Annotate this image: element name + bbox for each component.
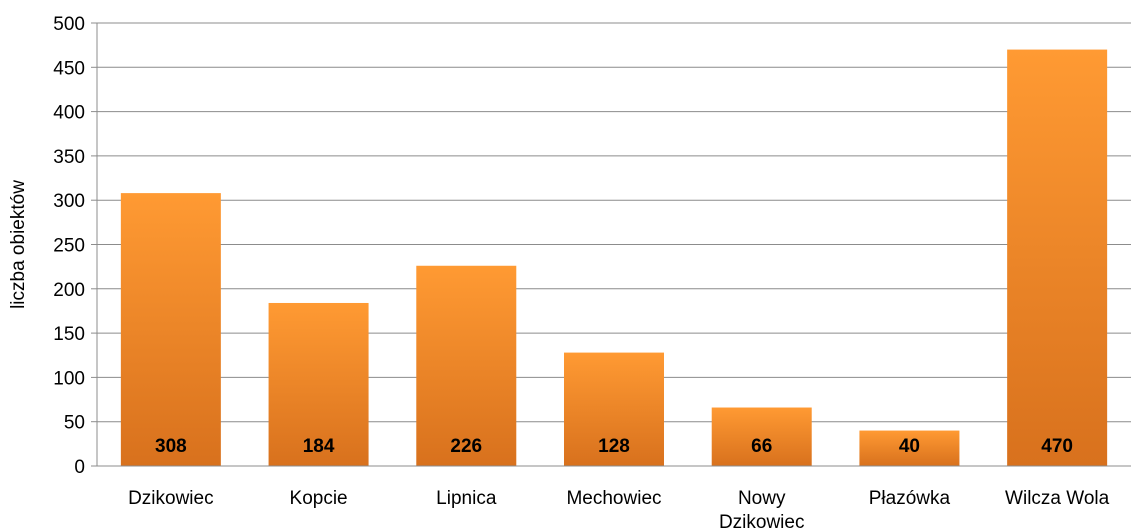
y-tick-label: 150: [53, 324, 85, 345]
x-tick-label: Dzikowiec: [128, 488, 214, 509]
bar: [268, 302, 369, 466]
y-tick-label: 350: [53, 147, 85, 168]
data-label: 308: [155, 436, 187, 457]
data-label: 66: [751, 436, 772, 457]
y-axis-title: liczba obiektów: [8, 180, 29, 309]
bar: [711, 407, 812, 466]
bar: [564, 352, 664, 466]
x-tick-label: Kopcie: [290, 488, 348, 509]
bar: [1007, 49, 1108, 466]
data-label: 470: [1041, 436, 1073, 457]
y-tick-label: 500: [53, 14, 85, 35]
x-tick-label: Lipnica: [436, 488, 497, 509]
y-tick-label: 200: [53, 280, 85, 301]
x-tick-label: Nowy Dzikowiec: [719, 488, 805, 532]
y-tick-label: 450: [53, 58, 85, 79]
y-tick-label: 100: [53, 368, 85, 389]
x-tick-label: Wilcza Wola: [1005, 488, 1110, 509]
data-label: 128: [598, 436, 630, 457]
data-labels: 308 184 226 128 66 40 470: [155, 436, 1073, 457]
data-label: 184: [303, 436, 335, 457]
x-tick-labels: Dzikowiec Kopcie Lipnica Mechowiec Nowy Dziko…: [128, 488, 1110, 532]
y-tick-label: 250: [53, 236, 85, 257]
y-tick-label: 50: [64, 413, 85, 434]
bars: [120, 49, 1108, 466]
x-tick-label: Mechowiec: [566, 488, 661, 509]
y-tick-label: 300: [53, 191, 85, 212]
y-tick-label: 400: [53, 103, 85, 124]
y-tick-label: 0: [74, 457, 85, 478]
data-label: 226: [450, 436, 482, 457]
x-tick-label: Płazówka: [869, 488, 951, 509]
data-label: 40: [899, 436, 920, 457]
bar: [120, 193, 221, 466]
y-tick-labels: 0 50 100 150 200 250 300 350 400 450 500: [53, 14, 97, 478]
bar: [859, 430, 960, 466]
bar: [416, 265, 517, 466]
